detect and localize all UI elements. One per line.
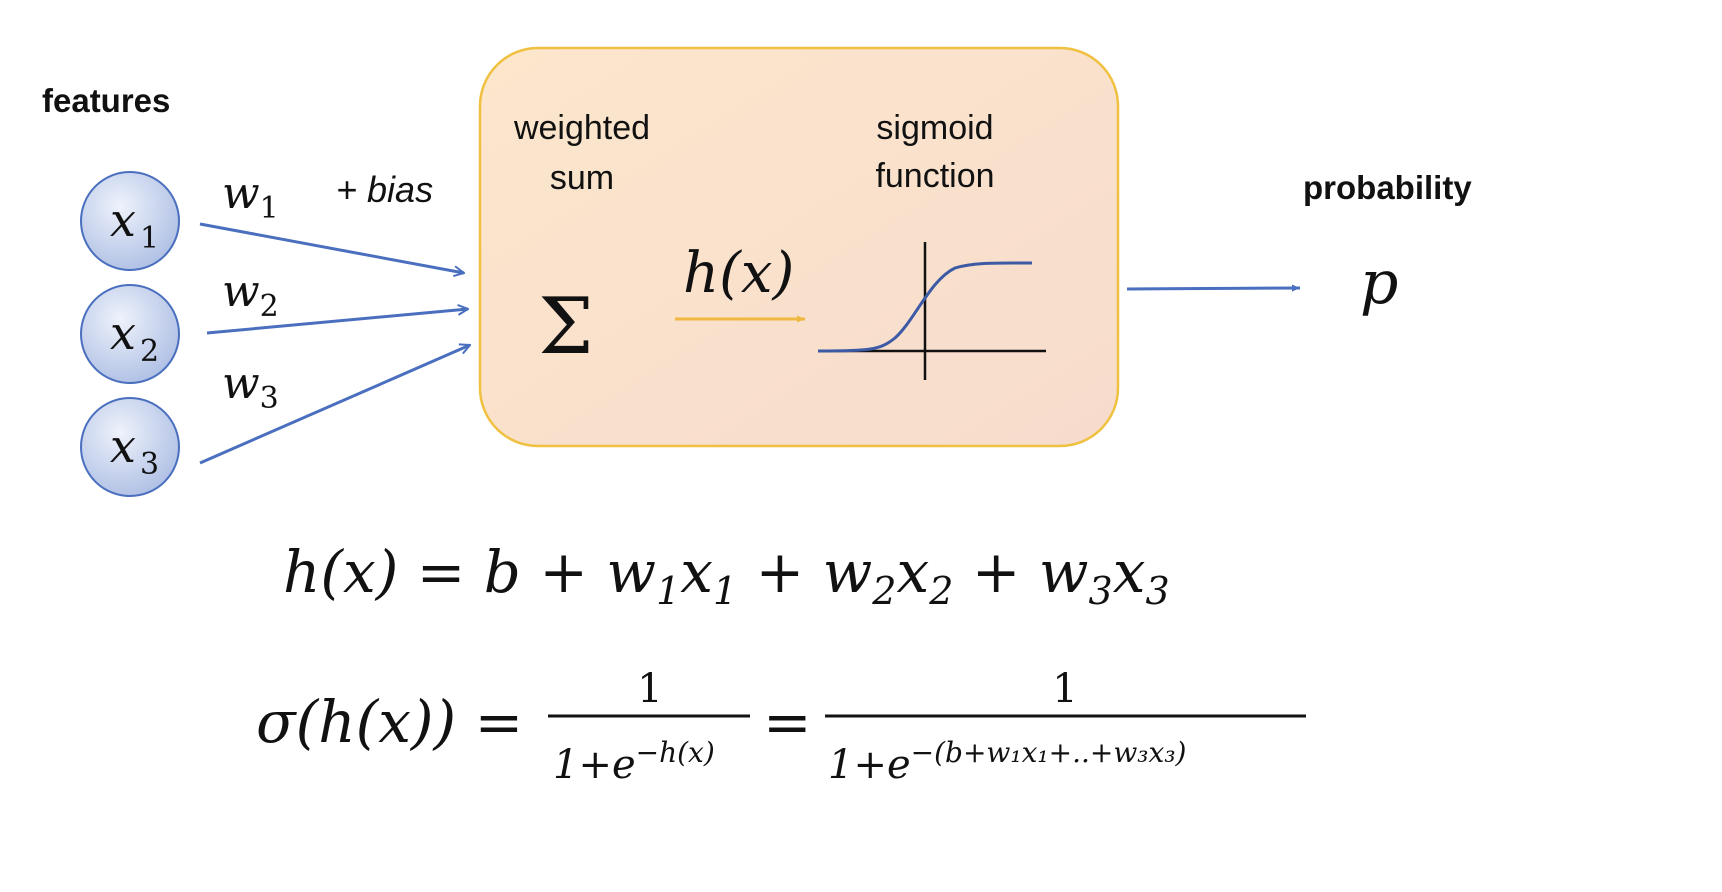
- fraction-2-numerator: 1: [1052, 666, 1077, 712]
- node-1-var: x: [110, 193, 136, 247]
- fraction-1-numerator: 1: [637, 666, 662, 712]
- weight-1-label: w1: [222, 168, 279, 226]
- sigmoid-label-line1: sigmoid: [876, 109, 993, 147]
- bias-label: + bias: [336, 169, 433, 210]
- formula-sigmoid: σ(h(x)) = 1 1+e−h(x) = 1 1+e−(b+w₁x₁+..+…: [256, 666, 1306, 788]
- features-label: features: [42, 82, 170, 119]
- formula-equals-2: =: [763, 688, 812, 756]
- node-1-sub: 1: [140, 221, 159, 256]
- fraction-1-denominator: 1+e−h(x): [553, 736, 715, 788]
- h-of-x-label: h(x): [683, 241, 794, 306]
- node-2-var: x: [110, 306, 136, 360]
- formula-h: h(x) = b + w1x1 + w2x2 + w3x3: [283, 538, 1170, 613]
- node-2-sub: 2: [140, 334, 159, 369]
- weighted-sum-label-line1: weighted: [513, 109, 650, 147]
- node-3-var: x: [110, 419, 136, 473]
- sigmoid-label-line2: function: [875, 157, 994, 195]
- output-p: p: [1360, 248, 1398, 318]
- arrow-x3-to-sum: [199, 345, 470, 465]
- fraction-2-denominator: 1+e−(b+w₁x₁+..+w₃x₃): [828, 736, 1186, 788]
- sigmoid-curve: [817, 261, 1033, 353]
- processing-box: [478, 46, 1120, 448]
- arrow-x1-to-sum: [199, 222, 464, 273]
- probability-label: probability: [1303, 169, 1472, 206]
- feature-node-2: x 2: [80, 284, 180, 384]
- arrow-x2-to-sum: [206, 309, 468, 335]
- weighted-sum-label-line2: sum: [550, 159, 614, 197]
- weight-3-label: w3: [222, 358, 279, 416]
- node-3-sub: 3: [140, 447, 159, 482]
- sum-symbol: Σ: [538, 282, 593, 372]
- output-arrow: [1126, 284, 1301, 292]
- feature-node-1: x 1: [80, 171, 180, 271]
- feature-node-3: x 3: [80, 397, 180, 497]
- weight-2-label: w2: [222, 266, 279, 324]
- formula-sigmoid-lhs: σ(h(x)) =: [256, 688, 523, 756]
